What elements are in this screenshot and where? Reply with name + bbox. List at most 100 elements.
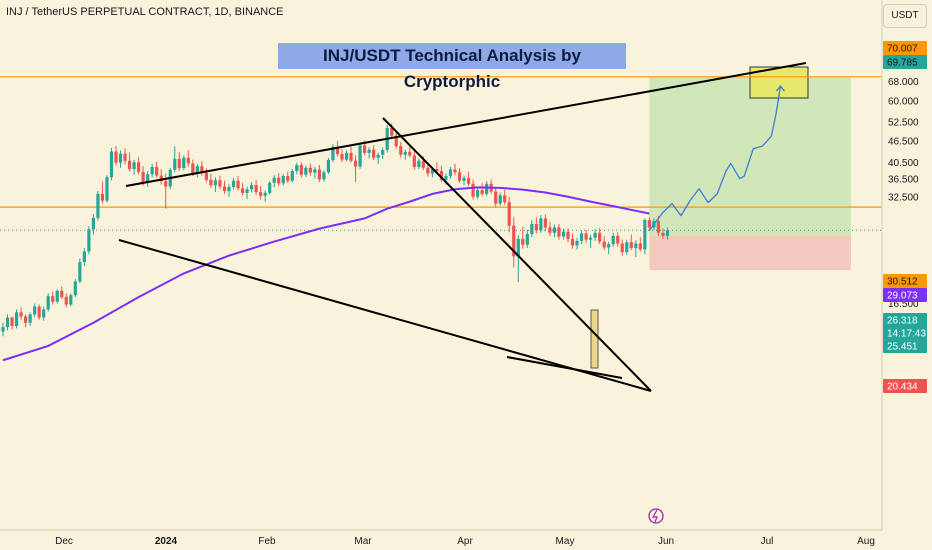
price-tick-label: 68.000 [888,77,919,88]
candle-body [177,158,181,169]
candle-body [381,150,385,155]
candle-body [399,146,403,155]
candle-body [132,162,136,170]
candle-body [403,151,407,155]
candle-body [236,180,240,189]
candle-body [584,233,588,240]
price-badge [883,313,927,327]
moving-average-path [2,186,650,362]
time-tick-label: Feb [258,536,276,547]
candle-body [263,192,267,196]
candle-body [182,157,186,169]
time-tick-label: Jul [761,536,774,547]
candle-body [629,242,633,249]
candle-body [73,281,77,296]
candle-body [118,153,123,163]
lightning-icon [651,509,658,523]
price-badge [883,339,927,353]
candle-body [534,224,538,231]
candle-body [349,152,353,161]
candle-body [353,160,358,167]
candle-body [530,224,534,235]
candle-body [46,296,50,310]
candle-body [516,239,520,257]
candle-body [376,154,380,158]
candle-body [317,169,321,180]
candle-body [390,128,394,136]
candle-body [28,314,32,323]
candle-body [462,178,466,181]
time-tick-label: Mar [354,536,372,547]
currency-unit-button[interactable]: USDT [883,4,927,28]
candle-body [222,186,227,192]
candle-body [539,218,543,231]
candle-body [575,240,579,246]
candle-body [498,195,502,204]
candle-body [457,172,462,181]
candle-body [507,202,511,226]
candle-body [570,239,575,246]
candle-body [643,220,647,250]
symbol-header[interactable]: INJ / TetherUS PERPETUAL CONTRACT, 1D, B… [6,6,284,18]
candle-body [200,166,204,173]
candle-body [435,169,439,172]
candle-body [5,317,10,328]
candle-body [213,180,218,186]
event-marker-icon[interactable] [648,508,664,524]
candle-body [593,232,597,238]
candle-body [417,160,421,168]
candle-body [146,174,150,183]
candle-body [109,151,114,178]
candle-body [656,221,660,233]
price-badge-label: 70.007 [887,44,918,55]
candle-body [512,225,516,257]
candle-body [290,171,294,181]
candle-body [616,235,620,244]
time-tick-label: 2024 [155,536,178,547]
candle-body [299,165,303,175]
price-badge-label: 69.785 [887,58,918,69]
price-tick-label: 52.500 [888,117,919,128]
candle-body [240,188,245,193]
candle-body [82,251,86,263]
candle-body [308,167,312,173]
price-badge-label: 29.073 [887,291,918,302]
candle-body [24,316,28,323]
risk-reward-zones [590,66,851,369]
candle-body [625,242,629,253]
candle-body [444,176,448,180]
candle-body [430,169,434,174]
candle-body [634,243,638,249]
candle-body [286,176,290,181]
candle-body [589,237,593,240]
price-badge [883,326,927,340]
candle-body [638,243,642,250]
candle-body [295,165,299,172]
candle-body [209,179,213,186]
candle-body [661,232,665,236]
candle-body [602,241,606,248]
candle-body [137,162,141,172]
candle-body [281,176,285,184]
candle-body [340,154,344,160]
candle-body [14,312,19,327]
candle-body [123,153,127,161]
candle-body [503,195,507,203]
projection-arrowhead [775,85,785,92]
candle-body [78,262,82,282]
candle-body [561,231,566,237]
candle-body [191,163,195,174]
candle-body [268,182,272,193]
lower-trendline [118,239,652,392]
projection-line [648,85,782,231]
candle-body [91,217,95,230]
candle-body [665,230,670,236]
candle-body [326,159,331,173]
candle-body [471,183,475,197]
candle-body [114,151,118,163]
candle-body [607,244,611,248]
price-tick-label: 46.500 [888,137,919,148]
candle-body [19,312,23,317]
candle-body [100,193,105,201]
